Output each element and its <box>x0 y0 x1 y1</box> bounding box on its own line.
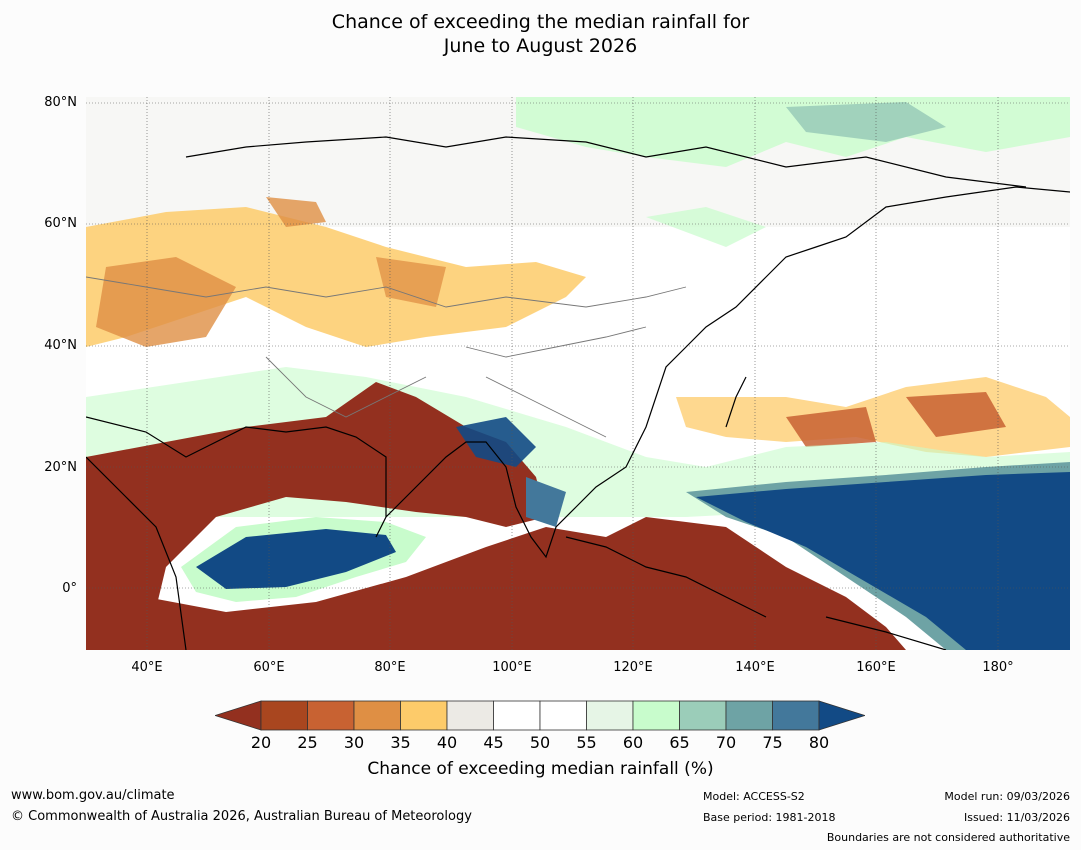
lon-label-100e: 100°E <box>492 660 532 675</box>
colorbar-tick-25: 25 <box>297 733 318 752</box>
colorbar-tick-65: 65 <box>669 733 690 752</box>
lon-label-60e: 60°E <box>253 660 285 675</box>
colorbar-seg-7 <box>539 700 587 731</box>
lon-label-160e: 160°E <box>856 660 896 675</box>
model-run-text: Model run: 09/03/2026 <box>944 790 1070 803</box>
colorbar-seg-10 <box>679 700 727 731</box>
colorbar-tick-50: 50 <box>529 733 551 752</box>
colorbar-seg-0 <box>215 700 262 731</box>
colorbar-seg-13 <box>818 700 865 731</box>
lat-label-40n: 40°N <box>44 338 77 353</box>
colorbar-seg-12 <box>772 700 820 731</box>
colorbar-tick-45: 45 <box>483 733 504 752</box>
lon-label-140e: 140°E <box>735 660 775 675</box>
rainfall-map <box>86 97 1070 650</box>
website-link[interactable]: www.bom.gov.au/climate <box>11 788 175 803</box>
lon-label-40e: 40°E <box>131 660 163 675</box>
colorbar-tick-60: 60 <box>622 733 644 752</box>
colorbar-seg-2 <box>307 700 355 731</box>
copyright-text: © Commonwealth of Australia 2026, Austra… <box>11 809 472 824</box>
colorbar-tick-20: 20 <box>250 733 272 752</box>
country-borders <box>86 276 687 438</box>
lon-label-120e: 120°E <box>613 660 653 675</box>
colorbar-seg-9 <box>632 700 680 731</box>
lat-label-20n: 20°N <box>44 460 77 475</box>
colorbar-label: Chance of exceeding median rainfall (%) <box>367 759 714 779</box>
model-text: Model: ACCESS-S2 <box>703 790 805 803</box>
colorbar-tick-75: 75 <box>762 733 783 752</box>
colorbar-tick-35: 35 <box>390 733 411 752</box>
map-graticule <box>86 97 1070 650</box>
lon-label-180: 180° <box>982 660 1014 675</box>
colorbar-seg-11 <box>725 700 773 731</box>
dry-region-maritime <box>146 517 906 650</box>
lat-label-60n: 60°N <box>44 216 77 231</box>
title-line-2: June to August 2026 <box>443 35 638 57</box>
colorbar-seg-1 <box>260 700 308 731</box>
rainfall-map-svg <box>86 97 1070 650</box>
coastlines <box>86 136 1070 650</box>
green-belt-north <box>516 97 1070 167</box>
wet-region-pacific <box>696 472 1070 650</box>
colorbar-seg-8 <box>586 700 634 731</box>
colorbar-seg-3 <box>353 700 401 731</box>
colorbar-tick-70: 70 <box>715 733 737 752</box>
chart-title: Chance of exceeding the median rainfall … <box>0 10 1081 58</box>
wet-region-indian-ocean <box>196 529 396 589</box>
colorbar <box>215 700 865 731</box>
colorbar-tick-80: 80 <box>808 733 830 752</box>
colorbar-tick-55: 55 <box>576 733 597 752</box>
base-period-text: Base period: 1981-2018 <box>703 811 836 824</box>
colorbar-seg-5 <box>446 700 494 731</box>
lon-label-80e: 80°E <box>374 660 406 675</box>
colorbar-tick-40: 40 <box>436 733 458 752</box>
lat-label-80n: 80°N <box>44 95 77 110</box>
lat-label-0: 0° <box>62 581 77 596</box>
issued-text: Issued: 11/03/2026 <box>963 811 1070 824</box>
colorbar-tick-30: 30 <box>343 733 365 752</box>
orange-band-central-asia <box>86 207 586 347</box>
colorbar-seg-4 <box>400 700 448 731</box>
colorbar-seg-6 <box>493 700 541 731</box>
title-line-1: Chance of exceeding the median rainfall … <box>331 11 750 33</box>
disclaimer-text: Boundaries are not considered authoritat… <box>826 831 1070 844</box>
